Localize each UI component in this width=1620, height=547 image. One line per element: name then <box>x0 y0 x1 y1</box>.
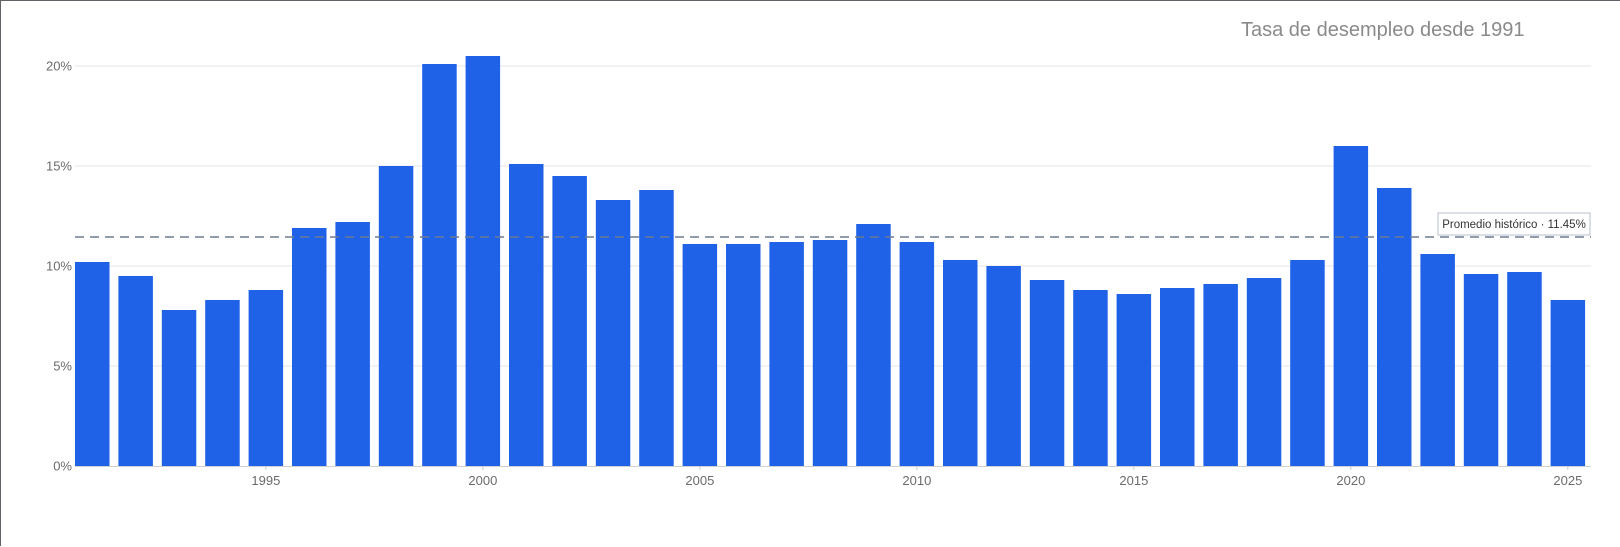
x-tick-label: 2025 <box>1553 473 1582 488</box>
y-tick-label: 10% <box>46 259 72 274</box>
bar <box>378 166 414 466</box>
y-tick-label: 20% <box>46 59 72 74</box>
x-tick-label: 2005 <box>685 473 714 488</box>
bar <box>1550 300 1586 466</box>
bar <box>682 244 718 466</box>
bar <box>1203 284 1238 466</box>
bar <box>812 240 848 466</box>
bar <box>205 300 240 466</box>
chart-title: Tasa de desempleo desde 1991 <box>1241 19 1525 41</box>
x-tick-label: 1995 <box>251 473 280 488</box>
bar <box>726 244 761 466</box>
x-tick-label: 2015 <box>1119 473 1148 488</box>
bar <box>509 164 544 466</box>
x-tick-label: 2010 <box>902 473 931 488</box>
y-tick-label: 15% <box>46 159 72 174</box>
bar <box>1246 278 1282 466</box>
bar <box>899 242 935 466</box>
bar <box>1160 288 1195 466</box>
bar <box>292 228 327 466</box>
bar <box>75 262 110 466</box>
bar <box>943 260 978 466</box>
bar <box>986 266 1021 466</box>
bar <box>856 224 891 466</box>
bar <box>161 310 197 466</box>
average-label: Promedio histórico · 11.45% <box>1442 219 1586 231</box>
bar <box>1507 272 1542 466</box>
bar <box>422 64 457 466</box>
bar <box>1463 274 1499 466</box>
bar <box>1377 188 1412 466</box>
x-tick-label: 2000 <box>468 473 497 488</box>
y-tick-label: 5% <box>53 359 72 374</box>
bar <box>552 176 587 466</box>
bar <box>1116 294 1152 466</box>
bar <box>639 190 674 466</box>
bar <box>465 56 501 466</box>
bar <box>1073 290 1108 466</box>
bar <box>769 242 804 466</box>
bar <box>118 276 153 466</box>
bar <box>1290 260 1325 466</box>
bar <box>595 200 631 466</box>
y-tick-label: 0% <box>53 459 72 474</box>
bar <box>248 290 284 466</box>
bar <box>1333 146 1369 466</box>
x-tick-label: 2020 <box>1336 473 1365 488</box>
average-label-box <box>1437 212 1591 236</box>
bar <box>1420 254 1455 466</box>
bar <box>335 222 370 466</box>
bar <box>1029 280 1065 466</box>
